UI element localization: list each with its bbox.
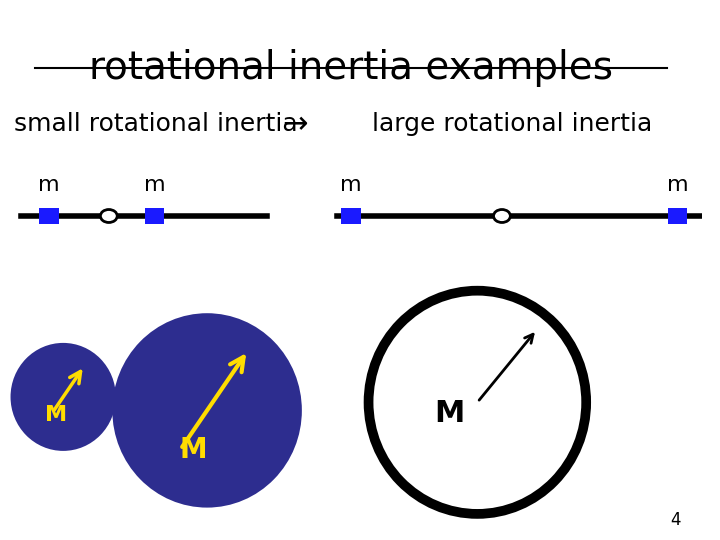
Ellipse shape — [112, 313, 302, 508]
Text: m: m — [340, 175, 362, 195]
FancyBboxPatch shape — [145, 208, 164, 224]
Text: M: M — [434, 399, 464, 428]
Text: small rotational inertia: small rotational inertia — [14, 112, 297, 136]
Ellipse shape — [11, 343, 116, 451]
Text: m: m — [38, 175, 60, 195]
FancyBboxPatch shape — [667, 208, 688, 224]
Text: m: m — [143, 175, 166, 195]
Text: rotational inertia examples: rotational inertia examples — [89, 49, 613, 86]
Text: →: → — [282, 110, 307, 139]
Text: M: M — [45, 405, 67, 425]
FancyBboxPatch shape — [40, 208, 59, 224]
Ellipse shape — [369, 291, 586, 514]
Text: large rotational inertia: large rotational inertia — [372, 112, 652, 136]
Text: M: M — [179, 436, 207, 464]
Text: 4: 4 — [670, 511, 681, 529]
FancyBboxPatch shape — [341, 208, 361, 224]
Circle shape — [100, 210, 117, 222]
Circle shape — [493, 210, 510, 222]
Text: m: m — [667, 175, 688, 195]
